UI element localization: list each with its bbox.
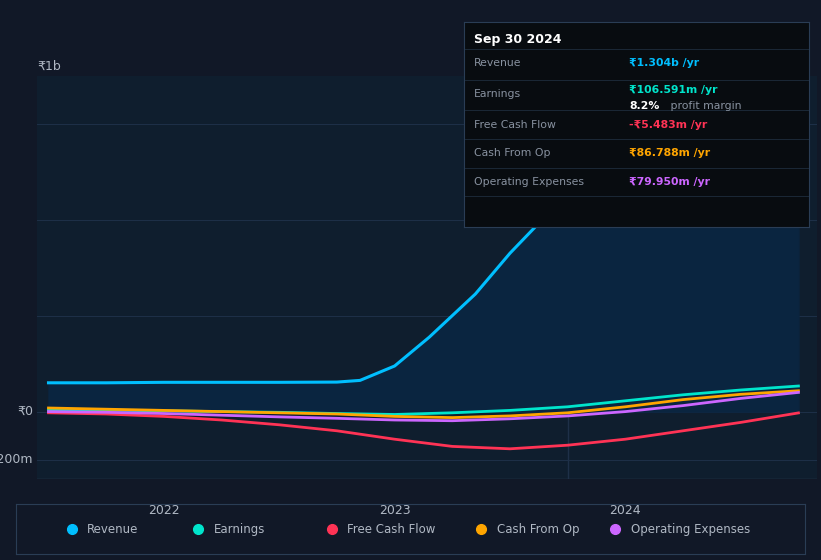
Text: ₹86.788m /yr: ₹86.788m /yr	[630, 148, 710, 158]
Text: ₹79.950m /yr: ₹79.950m /yr	[630, 177, 710, 187]
Text: ₹0: ₹0	[17, 405, 33, 418]
Text: Revenue: Revenue	[475, 58, 521, 68]
Text: Free Cash Flow: Free Cash Flow	[347, 522, 436, 536]
Text: -₹5.483m /yr: -₹5.483m /yr	[630, 120, 708, 129]
Text: Free Cash Flow: Free Cash Flow	[475, 120, 556, 129]
Text: Cash From Op: Cash From Op	[475, 148, 551, 158]
Text: Operating Expenses: Operating Expenses	[475, 177, 585, 187]
Text: 8.2%: 8.2%	[630, 101, 660, 111]
Text: Sep 30 2024: Sep 30 2024	[475, 32, 562, 45]
Text: 2022: 2022	[148, 504, 180, 517]
Text: ₹1.304b /yr: ₹1.304b /yr	[630, 58, 699, 68]
Text: ₹1b: ₹1b	[37, 60, 61, 73]
Text: Cash From Op: Cash From Op	[498, 522, 580, 536]
Text: 2023: 2023	[378, 504, 410, 517]
Text: Earnings: Earnings	[475, 89, 521, 99]
Text: Operating Expenses: Operating Expenses	[631, 522, 750, 536]
Text: profit margin: profit margin	[667, 101, 742, 111]
Text: Earnings: Earnings	[213, 522, 265, 536]
Text: -₹200m: -₹200m	[0, 453, 33, 466]
Text: ₹106.591m /yr: ₹106.591m /yr	[630, 85, 718, 95]
Text: Revenue: Revenue	[87, 522, 139, 536]
Text: 2024: 2024	[609, 504, 641, 517]
